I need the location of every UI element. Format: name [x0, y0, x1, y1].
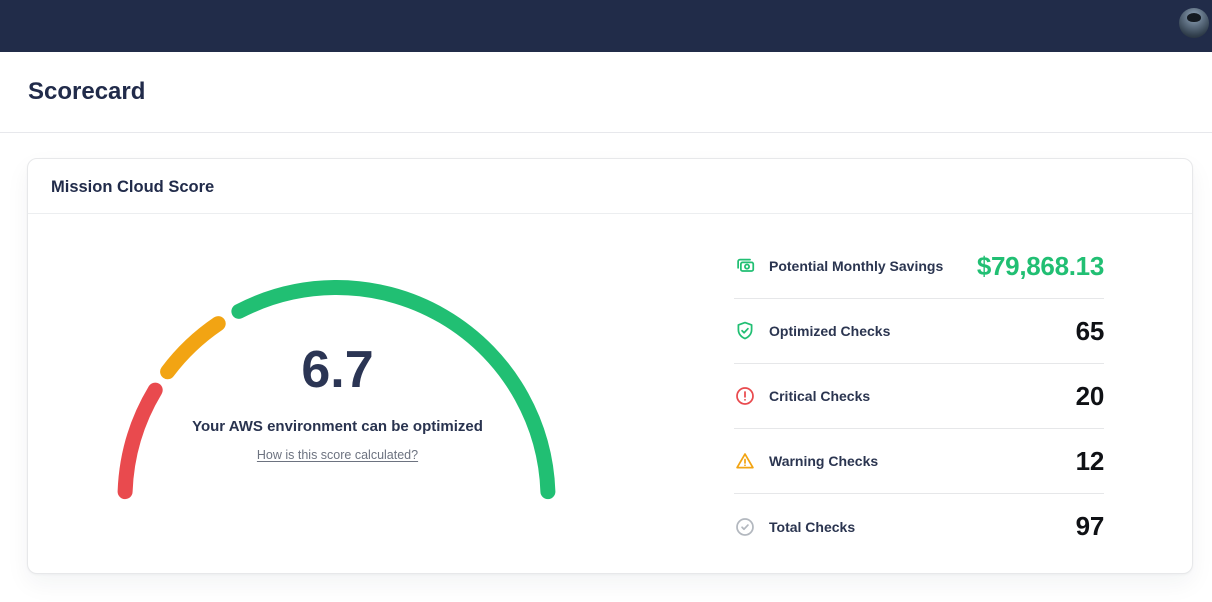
gauge-arc-optimized	[231, 280, 556, 500]
page-title: Scorecard	[28, 78, 146, 105]
user-avatar[interactable]	[1179, 8, 1209, 38]
stat-label: Critical Checks	[769, 388, 871, 404]
gauge-arc-warning	[160, 316, 226, 380]
gauge-arc-critical	[117, 382, 163, 500]
stat-label: Potential Monthly Savings	[769, 258, 944, 274]
mission-cloud-score-card: Mission Cloud Score 6.7 Your AWS environ…	[27, 158, 1193, 574]
score-link-row: How is this score calculated?	[110, 446, 565, 464]
card-body: 6.7 Your AWS environment can be optimize…	[28, 214, 1192, 573]
stat-label: Total Checks	[769, 518, 856, 535]
stat-row-optimized-checks: Optimized Checks 65	[734, 299, 1104, 364]
alert-circle-icon	[734, 385, 756, 407]
card-title: Mission Cloud Score	[51, 178, 215, 196]
alert-triangle-icon	[734, 450, 756, 472]
gauge-arc-chart	[117, 280, 556, 500]
top-navbar	[0, 0, 1212, 52]
shield-check-icon	[734, 320, 756, 342]
stat-value: $79,868.13	[976, 250, 1104, 281]
stat-row-warning-checks: Warning Checks 12	[734, 429, 1104, 494]
checks-summary-list: Potential Monthly Savings $79,868.13 Opt…	[734, 234, 1104, 573]
stat-row-critical-checks: Critical Checks 20	[734, 364, 1104, 429]
stat-row-total-checks: Total Checks 97	[734, 494, 1104, 559]
how-score-calculated-link[interactable]: How is this score calculated?	[256, 448, 419, 462]
score-subtitle: Your AWS environment can be optimized	[192, 418, 483, 435]
score-value: 6.7	[301, 341, 374, 399]
stat-value: 65	[1075, 315, 1105, 346]
card-header: Mission Cloud Score	[28, 159, 1192, 214]
stat-value: 20	[1075, 380, 1105, 411]
score-gauge-section: 6.7 Your AWS environment can be optimize…	[28, 214, 734, 573]
stat-label: Warning Checks	[769, 453, 879, 469]
main-content: Mission Cloud Score 6.7 Your AWS environ…	[0, 133, 1212, 574]
page-header: Scorecard	[0, 52, 1212, 133]
stat-row-potential-monthly-savings: Potential Monthly Savings $79,868.13	[734, 234, 1104, 299]
cash-icon	[734, 255, 756, 277]
stat-label: Optimized Checks	[769, 323, 891, 339]
score-gauge: 6.7 Your AWS environment can be optimize…	[110, 276, 565, 511]
stat-value: 97	[1075, 511, 1105, 541]
check-circle-icon	[734, 516, 756, 538]
stat-value: 12	[1075, 445, 1105, 476]
